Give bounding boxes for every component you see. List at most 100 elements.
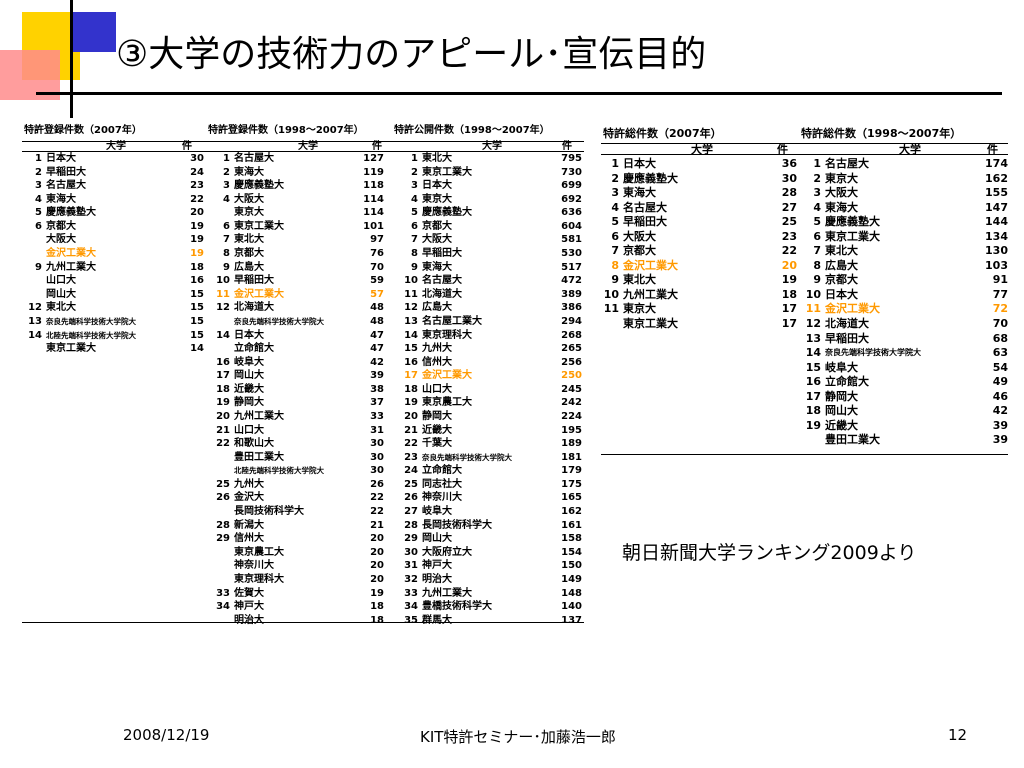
count-cell: 130 [985,244,1008,258]
table-row: 34 神戸大 18 [210,602,396,616]
column-header-row: 大学 件 大学 件 [601,143,1008,155]
university-name-cell: 名古屋大 [623,200,667,214]
count-cell: 165 [561,492,582,504]
university-name-cell: 大阪大 [825,186,858,200]
university-name-cell: 岡山大 [234,370,264,382]
rank-cell: 18 [805,404,821,418]
rank-cell: 5 [813,215,821,229]
table-row: 東京工業大 17 [601,318,801,333]
rank-cell: 1 [223,153,230,164]
university-name-cell: 慶應義塾大 [46,207,96,219]
university-name-cell: 京都大 [825,273,858,287]
count-cell: 26 [370,478,384,490]
count-cell: 76 [370,248,384,260]
university-name-cell: 佐賀大 [234,587,264,599]
table-row: 10 名古屋大 472 [398,276,584,290]
count-cell: 154 [561,546,582,558]
rank-cell: 3 [35,180,42,192]
university-name-cell: 京都大 [234,248,264,260]
rank-cell: 28 [216,519,230,531]
count-cell: 101 [363,220,384,232]
rank-cell: 28 [404,519,418,531]
table-row: 11 東京大 17 [601,303,801,318]
rank-cell: 14 [805,346,821,360]
table-row: 16 岐阜大 42 [210,356,396,372]
table-row: 24 立命館大 179 [398,466,584,480]
rank-cell: 3 [611,186,619,200]
university-name-cell: 東京農工大 [422,397,472,409]
university-name-cell: 東海大 [623,186,656,200]
university-name-cell: 九州工業大 [234,410,284,422]
table-row: 14 東京理科大 268 [398,330,584,345]
count-cell: 604 [561,220,582,232]
university-name-cell: 奈良先端科学技術大学院大 [825,348,921,358]
count-cell: 30 [781,171,797,185]
table-row: 神奈川大 20 [210,561,396,575]
count-cell: 16 [190,275,204,287]
table-row: 19 近畿大 39 [803,420,1008,435]
rank-cell: 9 [813,273,821,287]
table-row: 6 大阪大 23 [601,231,801,246]
table-row: 18 近畿大 38 [210,384,396,399]
university-name-cell: 東北大 [623,273,656,287]
university-name-cell: 九州工業大 [46,261,96,273]
count-cell: 54 [992,360,1008,374]
rank-cell: 33 [404,587,418,599]
column-header-univ: 大学 [482,141,502,152]
title-underline [36,92,1002,95]
rank-cell: 16 [805,375,821,389]
table-row: 5 慶應義塾大 636 [398,208,584,222]
table-row: 29 岡山大 158 [398,534,584,548]
count-cell: 19 [370,587,384,599]
rank-cell: 21 [216,424,230,436]
table-row: 19 東京農工大 242 [398,398,584,412]
university-name-cell: 広島大 [234,261,264,273]
university-name-cell: 金沢工業大 [825,302,880,316]
rank-cell: 1 [35,153,42,164]
rank-cell: 11 [404,288,418,300]
table-row: 3 慶應義塾大 118 [210,181,396,195]
university-name-cell: 信州大 [234,533,264,545]
university-name-cell: 群馬大 [422,614,452,626]
count-cell: 20 [781,258,797,272]
university-name-cell: 東北大 [825,244,858,258]
rank-cell: 11 [805,302,821,316]
university-name-cell: 金沢工業大 [623,258,678,272]
rank-cell: 5 [411,207,418,219]
count-cell: 18 [370,601,384,613]
slide-title: ③大学の技術力のアピール･宣伝目的 [116,34,707,75]
rank-cell: 29 [404,533,418,545]
rank-cell: 10 [805,287,821,301]
count-cell: 517 [561,261,582,273]
table-row: 長岡技術科学大 22 [210,507,396,521]
rank-cell: 22 [404,438,418,450]
university-name-cell: 慶應義塾大 [825,215,880,229]
count-cell: 530 [561,248,582,260]
count-cell: 24 [190,166,204,178]
table-row: 31 神戸大 150 [398,561,584,575]
rank-cell: 34 [216,601,230,613]
university-name-cell: 北海道大 [422,288,462,300]
table-row: 5 早稲田大 25 [601,216,801,231]
table-row: 9 京都大 91 [803,274,1008,289]
decoration-vertical-line [70,0,73,118]
count-cell: 158 [561,533,582,545]
rank-cell: 3 [223,180,230,192]
rank-cell: 18 [404,383,418,395]
rank-cell: 13 [28,315,42,327]
table-row: 10 九州工業大 18 [601,289,801,304]
count-cell: 386 [561,302,582,314]
rank-cell: 30 [404,546,418,558]
university-name-cell: 奈良先端科学技術大学院大 [46,316,136,326]
table-row: 15 岐阜大 54 [803,362,1008,377]
rank-cell: 2 [35,166,42,178]
table-row: 大阪大 19 [22,235,208,249]
rank-cell: 14 [28,329,42,341]
table-row: 30 大阪府立大 154 [398,546,584,562]
table-row: 20 静岡大 224 [398,411,584,426]
rank-cell: 6 [411,220,418,232]
table-row: 12 広島大 386 [398,303,584,317]
count-cell: 119 [363,166,384,178]
count-cell: 15 [190,302,204,314]
rank-cell: 16 [216,356,230,368]
